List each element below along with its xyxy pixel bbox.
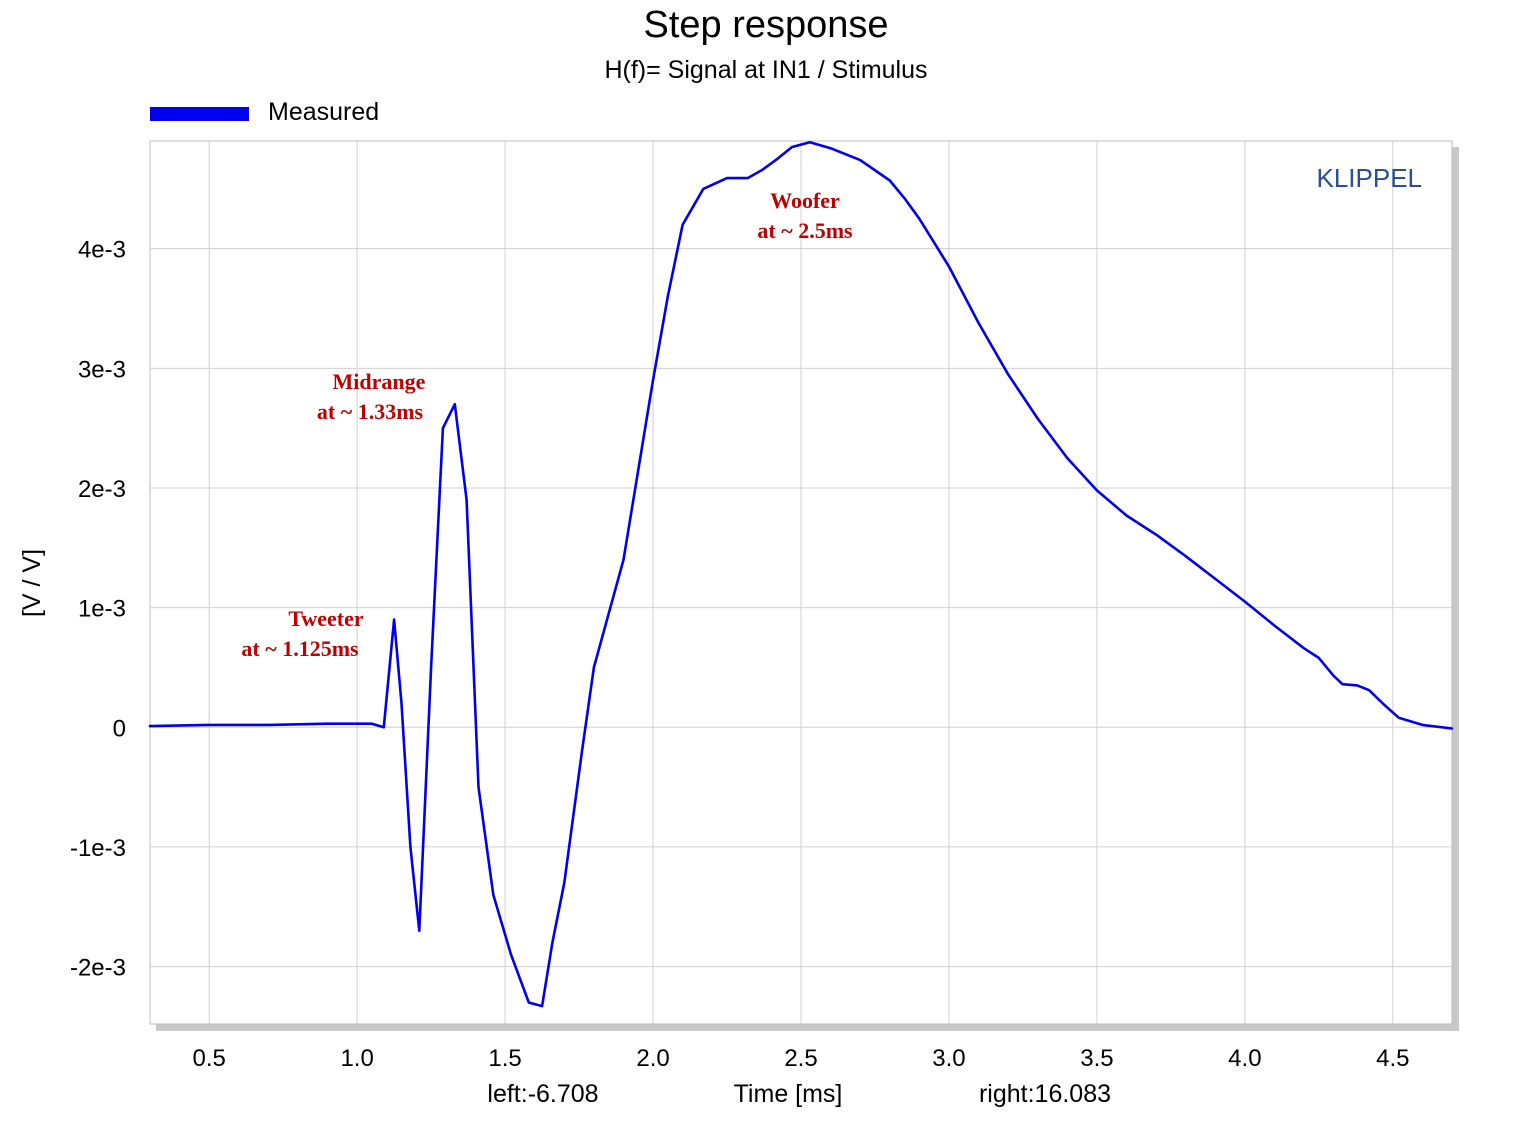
y-tick-label: -1e-3 (70, 835, 126, 862)
series-layer (148, 140, 1454, 1008)
tick-layer: 0.5 1.0 1.5 2.0 2.5 3.0 3.5 4.0 4.5 -2e-3 -1e-3 0 1e… (70, 237, 1410, 1072)
x-tick-label: 3.0 (932, 1045, 965, 1072)
y-tick-label: 4e-3 (78, 237, 126, 264)
x-tick-label: 0.5 (192, 1045, 225, 1072)
x-tick-label: 1.5 (488, 1045, 521, 1072)
y-tick-label: 2e-3 (78, 476, 126, 503)
x-tick-label: 2.0 (636, 1045, 669, 1072)
annotation-midrange-name: Midrange (333, 369, 426, 394)
brand-label: KLIPPEL (1316, 163, 1422, 193)
y-tick-label: 0 (113, 715, 126, 742)
x-tick-label: 2.5 (784, 1045, 817, 1072)
x-tick-label: 3.5 (1080, 1045, 1113, 1072)
chart-subtitle: H(f)= Signal at IN1 / Stimulus (604, 56, 927, 84)
y-tick-label: 1e-3 (78, 596, 126, 623)
x-tick-label: 4.0 (1228, 1045, 1261, 1072)
annotation-midrange-time: at ~ 1.33ms (317, 399, 424, 424)
x-axis-label: Time [ms] (734, 1080, 843, 1108)
annotation-tweeter-time: at ~ 1.125ms (241, 636, 359, 661)
annotation-woofer-name: Woofer (770, 188, 840, 213)
annotation-woofer-time: at ~ 2.5ms (757, 218, 853, 243)
series-line-measured (148, 140, 1454, 1008)
legend-label-measured: Measured (268, 98, 379, 126)
chart-title: Step response (643, 4, 888, 46)
y-tick-label: -2e-3 (70, 955, 126, 982)
grid-layer (150, 141, 1452, 1024)
legend-swatch-measured (150, 107, 249, 121)
y-axis-label: [V / V] (18, 549, 46, 617)
x-tick-label: 4.5 (1376, 1045, 1409, 1072)
left-limit-label: left:-6.708 (487, 1080, 598, 1108)
annotation-tweeter-name: Tweeter (288, 606, 364, 631)
x-tick-label: 1.0 (340, 1045, 373, 1072)
right-limit-label: right:16.083 (979, 1080, 1111, 1108)
y-tick-label: 3e-3 (78, 356, 126, 383)
